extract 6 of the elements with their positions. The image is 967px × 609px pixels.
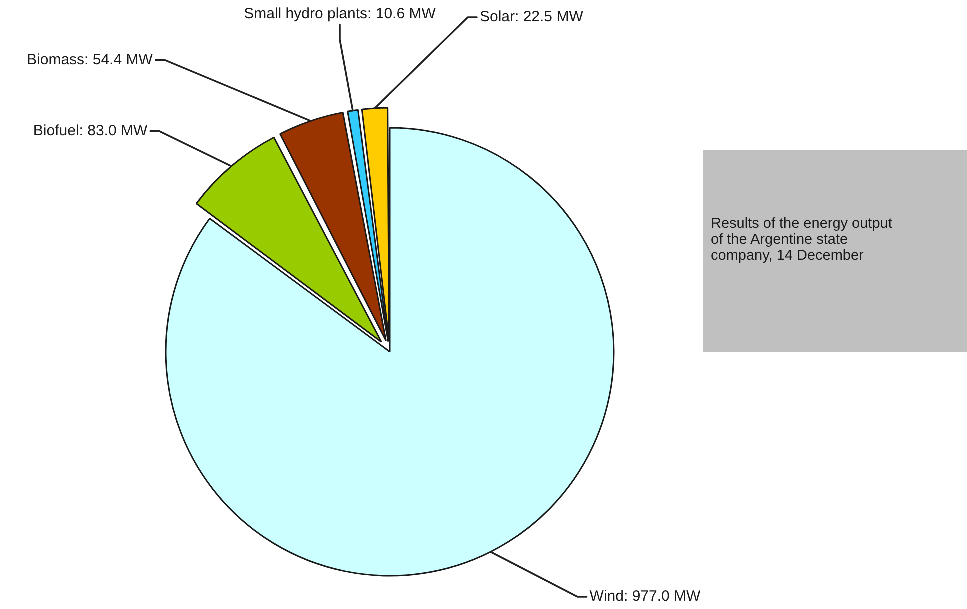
slice-label: Solar: 22.5 MW xyxy=(480,8,584,26)
note-panel: Results of the energy output of the Argentine state company, 14 December xyxy=(703,150,967,352)
slice-label: Wind: 977.0 MW xyxy=(590,588,702,606)
slice-label: Small hydro plants: 10.6 MW xyxy=(244,5,437,22)
slice-label: Biofuel: 83.0 MW xyxy=(33,122,148,140)
slice-label: Biomass: 54.4 MW xyxy=(27,51,154,68)
